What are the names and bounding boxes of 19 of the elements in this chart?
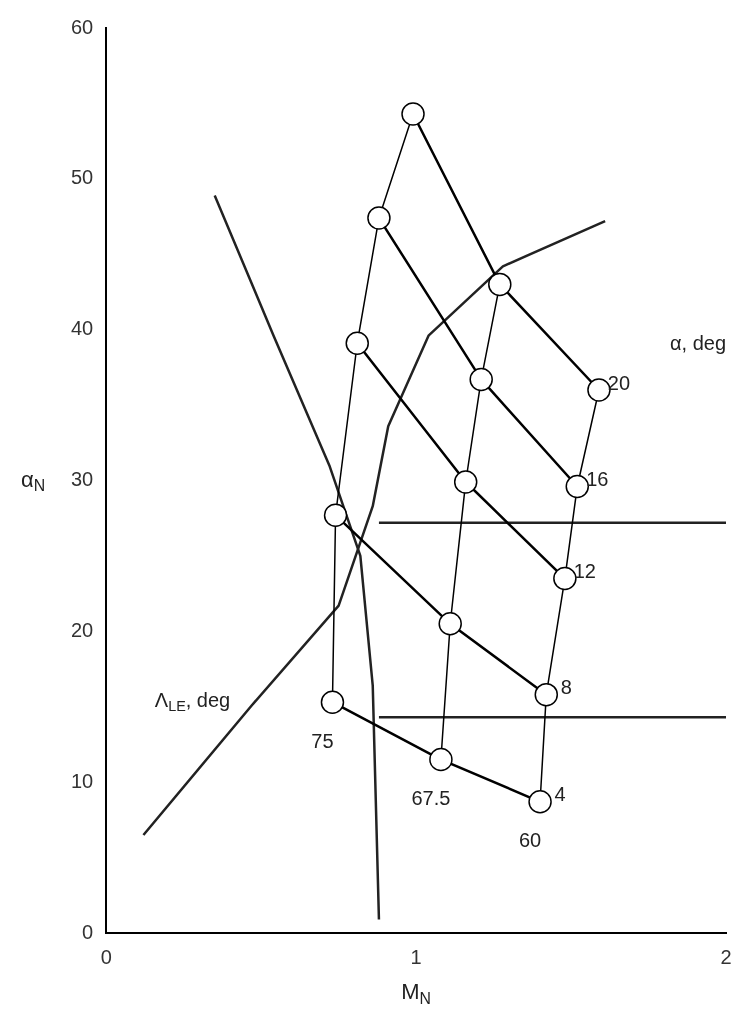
y-tick-label: 10 bbox=[71, 769, 94, 792]
x-tick-label: 0 bbox=[100, 945, 112, 968]
y-tick-label: 50 bbox=[71, 166, 94, 189]
y-tick-label: 0 bbox=[82, 920, 94, 943]
series-label: 12 bbox=[573, 560, 596, 583]
series-label: 60 bbox=[518, 829, 542, 852]
series-label: 67.5 bbox=[411, 787, 451, 810]
series-label: 75 bbox=[311, 729, 334, 752]
series-label: 4 bbox=[554, 783, 566, 806]
y-tick-label: 30 bbox=[71, 468, 94, 491]
y-tick-label: 20 bbox=[71, 618, 94, 641]
series-label: 8 bbox=[560, 676, 572, 699]
x-tick-label: 1 bbox=[410, 945, 422, 968]
series-label: 16 bbox=[586, 468, 609, 491]
series-label: 20 bbox=[607, 371, 631, 394]
annotation: α, deg bbox=[670, 332, 727, 355]
y-tick-label: 40 bbox=[71, 317, 94, 340]
x-tick-label: 2 bbox=[720, 945, 732, 968]
y-tick-label: 60 bbox=[71, 15, 94, 38]
